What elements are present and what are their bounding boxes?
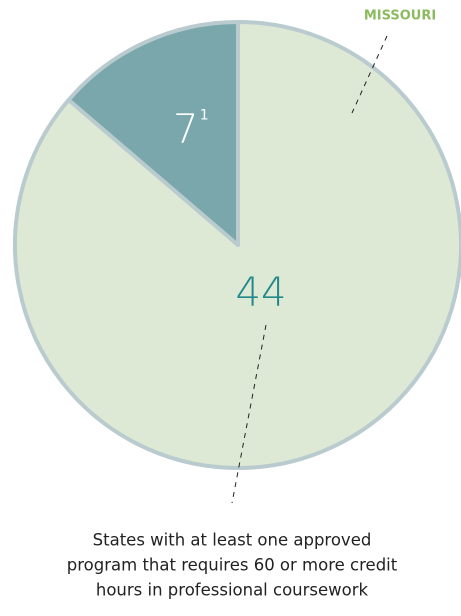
slice-label: 44 (236, 270, 287, 316)
pie (13, 20, 461, 470)
caption-line: program that requires 60 or more credit (67, 556, 398, 575)
leader-line (231, 324, 267, 504)
caption-line: hours in professional coursework (96, 581, 369, 600)
pie-slice (66, 20, 240, 247)
leader-line (351, 35, 388, 114)
footnote-mark: 1 (200, 107, 209, 123)
caption: States with at least one approved program… (67, 531, 398, 600)
pie-labels: 44 7 1 (173, 106, 286, 316)
caption-line: States with at least one approved (93, 531, 372, 550)
slice-label: 7 (173, 106, 198, 152)
annotation: MISSOURI (364, 9, 436, 24)
